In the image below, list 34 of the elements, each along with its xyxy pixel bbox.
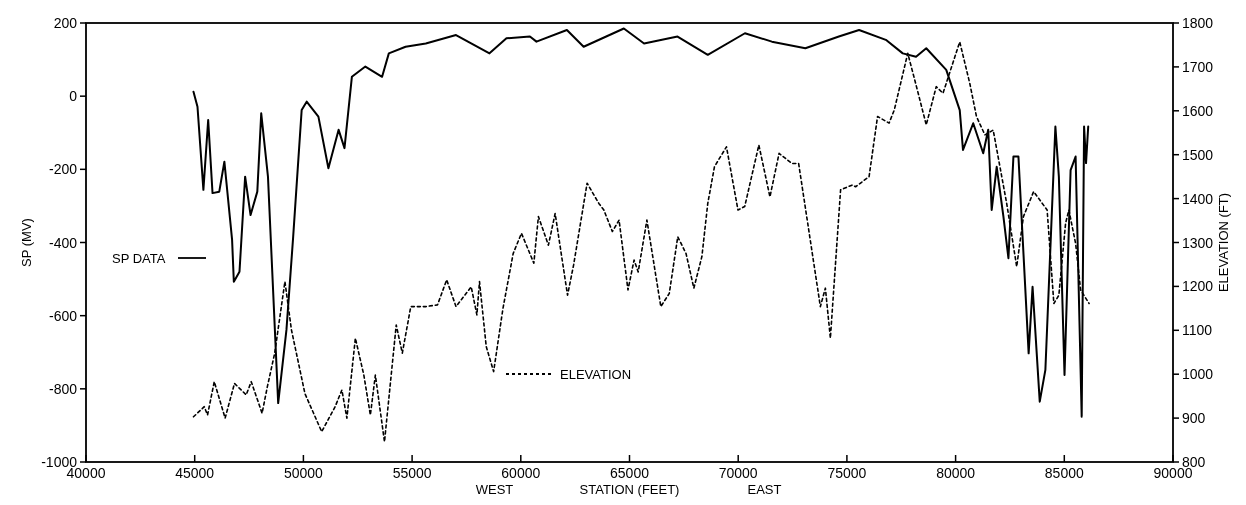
- x-tick-label: 70000: [718, 465, 758, 481]
- y-tick-label: -800: [48, 380, 78, 397]
- text: WEST: [475, 482, 514, 497]
- x-tick-label: 45000: [175, 465, 215, 481]
- x-axis-title: STATION (FEET): [579, 482, 680, 497]
- y2-tick-label: 1100: [1182, 322, 1213, 339]
- y2-tick-label: 900: [1182, 410, 1206, 427]
- legend-label: ELEVATION: [560, 367, 632, 382]
- x-tick-label: 65000: [610, 465, 650, 481]
- x-tick-label: 60000: [501, 465, 541, 481]
- y2-tick-label: 1000: [1182, 366, 1214, 383]
- x-tick-label: 50000: [283, 465, 324, 481]
- y2-tick-label: 1300: [1182, 234, 1214, 251]
- y2-tick-label: 1400: [1182, 190, 1214, 207]
- y-tick-label: 0: [69, 88, 78, 105]
- x-tick-label: 55000: [392, 465, 432, 481]
- x-tick-label: 75000: [827, 465, 867, 481]
- y2-tick-label: 1500: [1182, 146, 1214, 163]
- text: EAST: [747, 482, 782, 497]
- y2-tick-label: 1200: [1182, 278, 1214, 295]
- y2-tick-label: 800: [1182, 454, 1206, 470]
- y2-tick-label: 1600: [1182, 102, 1214, 119]
- x-tick-label: 85000: [1044, 465, 1084, 481]
- y-tick-label: -600: [48, 307, 78, 324]
- y-tick-label: -400: [48, 234, 78, 251]
- y-tick-label: -200: [48, 161, 78, 178]
- y-tick-label: -1000: [41, 454, 78, 470]
- y2-tick-label: 1800: [1182, 15, 1214, 31]
- text: SP DATA: [112, 251, 166, 266]
- x-tick-label: 80000: [936, 465, 976, 481]
- y2-tick-label: 1700: [1182, 58, 1214, 75]
- y2-axis-title: ELEVATION (FT): [1216, 192, 1231, 293]
- y-tick-label: 200: [53, 15, 78, 31]
- y-axis-title: SP (MV): [19, 218, 34, 267]
